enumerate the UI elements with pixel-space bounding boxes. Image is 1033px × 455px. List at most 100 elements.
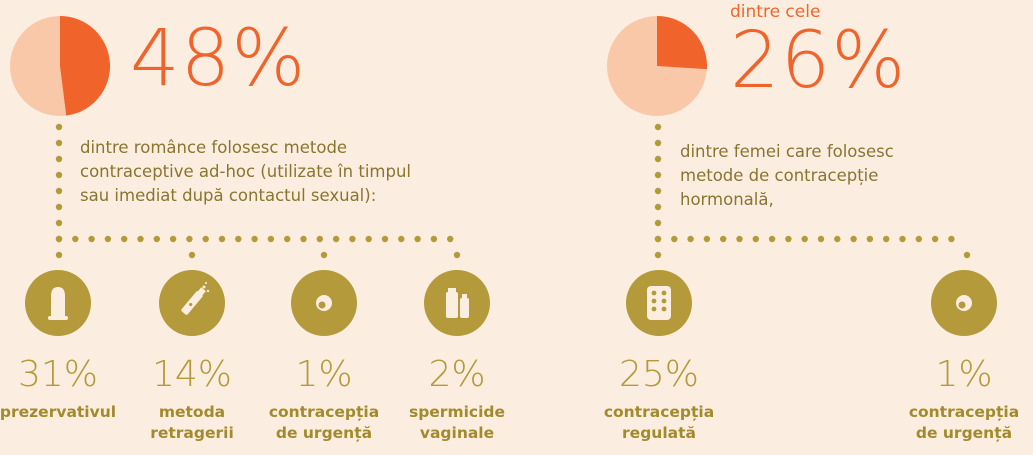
- connector-dot: [55, 235, 63, 243]
- item-label: prezervativul: [0, 402, 133, 423]
- connector-dot: [202, 235, 209, 243]
- connector-dot: [654, 235, 662, 243]
- connector-dot: [654, 219, 662, 227]
- right-description: dintre femei care folosesc metode de con…: [680, 140, 980, 212]
- item-label: contracepția de urgență: [889, 402, 1033, 444]
- item-label: metoda retragerii: [117, 402, 267, 444]
- item-label-line: spermicide: [408, 403, 506, 421]
- item-percent: 31%: [17, 354, 98, 395]
- connector-dot: [332, 235, 340, 243]
- connector-dot: [654, 251, 662, 259]
- left-big-percent: 48%: [130, 14, 307, 104]
- item-label-line: contracepția: [908, 403, 1020, 421]
- item-label-line: regulată: [622, 424, 696, 442]
- pill-pack-icon: [626, 270, 692, 336]
- item-percent: 14%: [151, 354, 232, 395]
- connector-dot: [55, 155, 63, 163]
- connector-dot: [834, 235, 841, 243]
- connector-dot: [654, 155, 662, 163]
- connector-dot: [55, 139, 63, 147]
- connector-dot: [72, 235, 79, 243]
- left-description-line: dintre românce folosesc metode: [80, 138, 348, 157]
- connector-dot: [88, 235, 95, 243]
- connector-dot: [654, 171, 662, 179]
- emergency-pill-icon: [931, 270, 997, 336]
- connector-dot: [453, 251, 461, 259]
- right-description-line: hormonală,: [680, 190, 774, 209]
- connector-dot: [817, 235, 825, 243]
- connector-dot: [785, 235, 792, 243]
- right-pie-chart: [607, 16, 707, 116]
- connector-dot: [654, 187, 662, 195]
- connector-dot: [121, 235, 128, 243]
- item-label-line: vaginale: [419, 424, 495, 442]
- connector-dot: [188, 251, 196, 259]
- connector-dot: [866, 235, 874, 243]
- connector-dot: [320, 251, 328, 259]
- item-percent: 25%: [618, 354, 699, 395]
- connector-dot: [963, 251, 971, 259]
- item-label: contracepția de urgență: [249, 402, 399, 444]
- item-percent: 1%: [935, 354, 993, 395]
- connector-dot: [137, 235, 144, 243]
- connector-dot: [169, 235, 177, 243]
- right-prefix-text: dintre cele: [730, 2, 821, 22]
- item-label-line: retragerii: [150, 424, 234, 442]
- connector-dot: [235, 235, 242, 243]
- connector-dot: [55, 251, 63, 259]
- connector-dot: [430, 235, 438, 243]
- connector-dot: [55, 203, 63, 211]
- right-big-percent: 26%: [730, 16, 907, 106]
- connector-dot: [654, 139, 662, 147]
- right-description-line: metode de contracepție: [680, 166, 879, 185]
- connector-dot: [365, 235, 372, 243]
- left-pie-value-slice: [60, 16, 110, 116]
- connector-dot: [414, 235, 421, 243]
- emergency-pill-icon: [291, 270, 357, 336]
- connector-dot: [883, 235, 890, 243]
- item-label: spermicide vaginale: [382, 402, 532, 444]
- connector-dot: [687, 235, 694, 243]
- condom-icon: [25, 270, 91, 336]
- connector-dot: [948, 235, 955, 243]
- connector-dot: [671, 235, 678, 243]
- connector-dot: [899, 235, 906, 243]
- connector-dot: [55, 123, 63, 131]
- item-label-line: de urgență: [275, 424, 373, 442]
- connector-dot: [801, 235, 808, 243]
- connector-dot: [300, 235, 307, 243]
- connector-dot: [915, 235, 922, 243]
- connector-dot: [447, 235, 454, 243]
- item-label-line: prezervativul: [0, 403, 117, 421]
- connector-dot: [736, 235, 743, 243]
- connector-dot: [850, 235, 857, 243]
- left-description-line: sau imediat după contactul sexual):: [80, 186, 377, 205]
- item-label-line: metoda: [158, 403, 226, 421]
- connector-dot: [768, 235, 776, 243]
- connector-dot: [104, 235, 112, 243]
- withdrawal-icon: [159, 270, 225, 336]
- right-pie-value-slice: [657, 16, 707, 70]
- connector-dot: [251, 235, 258, 243]
- connector-dot: [349, 235, 356, 243]
- item-label-line: de urgență: [915, 424, 1013, 442]
- connector-dot: [654, 203, 662, 211]
- left-pie-chart: [10, 16, 110, 116]
- item-percent: 2%: [428, 354, 486, 395]
- item-label-line: contracepția: [603, 403, 715, 421]
- connector-dot: [381, 235, 389, 243]
- left-description: dintre românce folosesc metode contracep…: [80, 136, 460, 208]
- connector-dot: [55, 219, 63, 227]
- right-description-line: dintre femei care folosesc: [680, 142, 894, 161]
- connector-dot: [931, 235, 939, 243]
- connector-dot: [752, 235, 759, 243]
- connector-dot: [55, 171, 63, 179]
- connector-dot: [316, 235, 323, 243]
- connector-dot: [153, 235, 160, 243]
- connector-dot: [186, 235, 193, 243]
- item-label-line: contracepția: [268, 403, 380, 421]
- connector-dot: [267, 235, 275, 243]
- connector-dot: [55, 187, 63, 195]
- connector-dot: [398, 235, 405, 243]
